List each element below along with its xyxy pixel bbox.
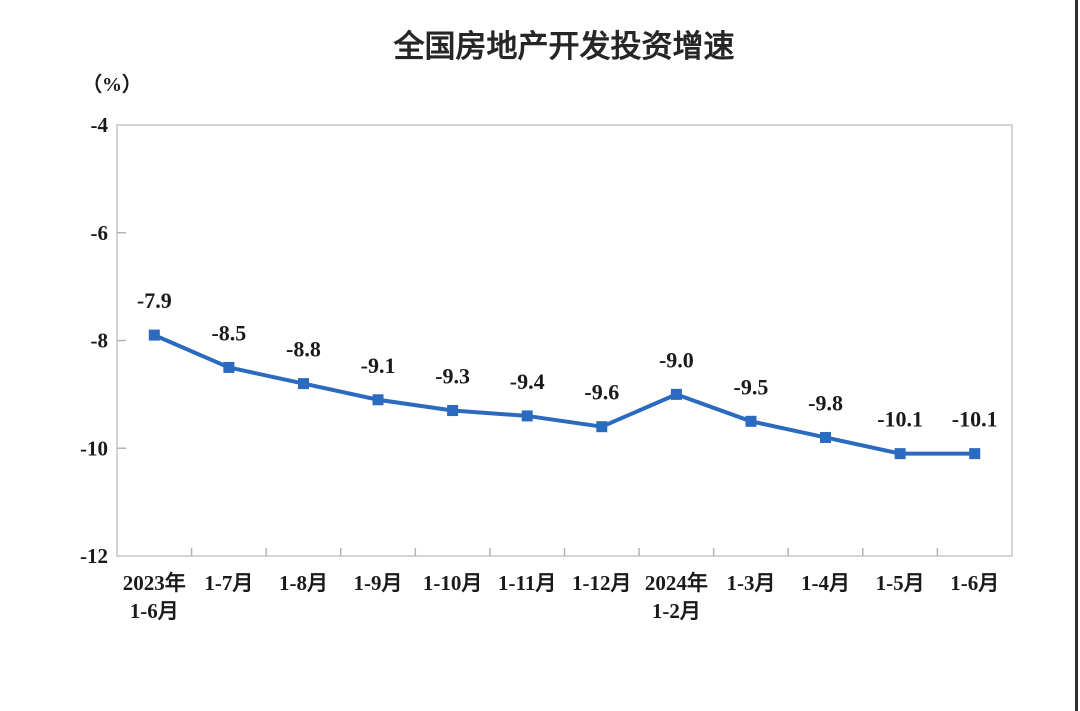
data-point-marker — [820, 431, 832, 443]
data-point-label: -9.3 — [435, 364, 470, 389]
data-point-marker — [521, 410, 533, 422]
y-axis-tick-label: -10 — [80, 436, 108, 460]
data-point-label: -8.5 — [211, 320, 246, 345]
data-point-marker — [745, 415, 757, 427]
data-point-marker — [596, 421, 608, 433]
data-point-label: -10.1 — [877, 407, 923, 432]
y-axis-tick-label: -4 — [91, 113, 109, 137]
data-point-marker — [148, 329, 160, 341]
x-axis-category-label: 1-11月 — [498, 571, 556, 595]
chart-title: 全国房地产开发投资增速 — [393, 29, 735, 64]
window-right-edge — [1075, 0, 1078, 711]
data-line — [152, 333, 977, 456]
data-point-label: -10.1 — [952, 407, 998, 432]
data-point-marker — [670, 388, 682, 400]
y-axis-unit-label: （%） — [82, 73, 142, 96]
plot-area: -4 -6 -8 -10 -12 2023年 1-6月 1-7月 1-8月 1-9月 1-10月 1-… — [80, 113, 1013, 623]
data-point-label: -9.4 — [510, 369, 545, 394]
x-axis-category-label: 2023年 1-6月 — [123, 571, 186, 623]
y-axis-tick-label: -6 — [91, 221, 109, 245]
data-point-label: -7.9 — [137, 288, 172, 313]
data-point-label: -9.0 — [659, 347, 694, 372]
x-axis-category-label: 1-8月 — [279, 571, 328, 595]
x-axis-category-label: 1-5月 — [876, 571, 925, 595]
data-point-marker — [297, 378, 309, 390]
data-point-marker — [894, 448, 906, 460]
data-point-marker — [372, 394, 384, 406]
x-axis-category-label: 1-9月 — [354, 571, 403, 595]
x-axis-category-label: 1-12月 — [572, 571, 632, 595]
plot-border — [116, 124, 1013, 557]
y-axis-tick-label: -8 — [91, 329, 109, 353]
x-axis-category-label: 1-4月 — [801, 571, 850, 595]
x-axis-category-label: 1-6月 — [950, 571, 999, 595]
x-axis-category-label: 1-7月 — [204, 571, 253, 595]
x-axis-category-label: 2024年 1-2月 — [645, 571, 708, 623]
data-point-label: -9.6 — [584, 380, 619, 405]
data-point-label: -9.1 — [361, 353, 396, 378]
data-point-marker — [969, 448, 981, 460]
data-point-label: -9.5 — [734, 374, 769, 399]
y-axis-tick-label: -12 — [80, 544, 108, 568]
x-axis-category-label: 1-10月 — [423, 571, 483, 595]
x-axis-category-label: 1-3月 — [726, 571, 775, 595]
data-point-marker — [447, 405, 459, 417]
data-point-label: -9.8 — [808, 390, 843, 415]
data-point-marker — [223, 361, 235, 373]
data-point-label: -8.8 — [286, 337, 321, 362]
